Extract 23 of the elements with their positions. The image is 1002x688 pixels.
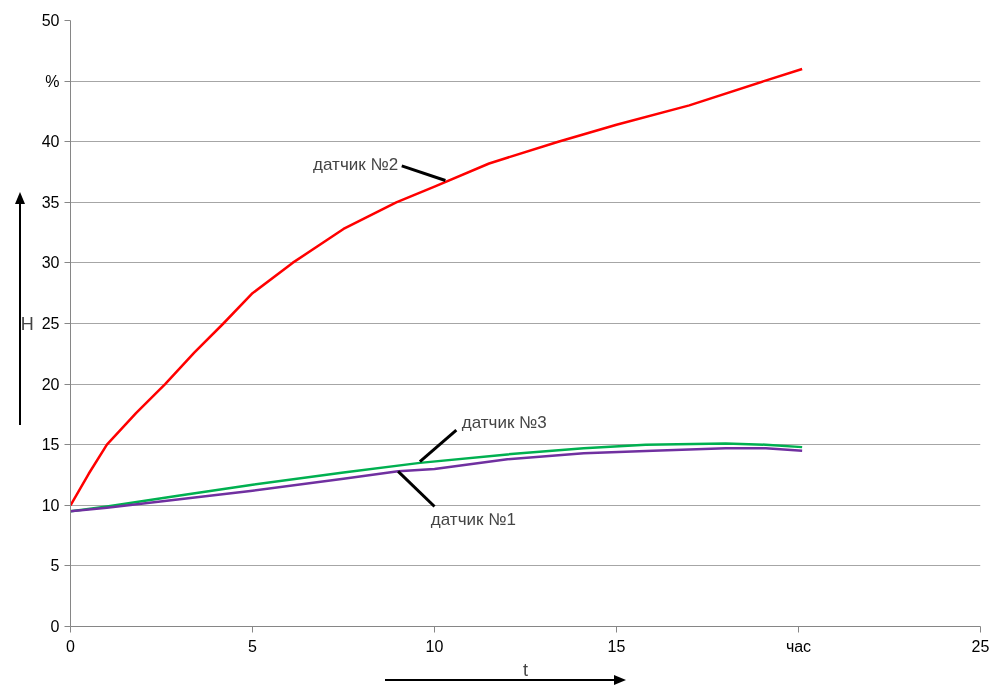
x-tick-label: 5 (248, 637, 258, 655)
y-tick-label: 20 (41, 375, 60, 393)
x-tick-label: час (785, 637, 812, 655)
y-tick-label: 50 (41, 12, 60, 29)
y-tick-label: 35 (41, 193, 60, 211)
annotation: датчик №3 (461, 413, 547, 433)
y-tick-label: 5 (50, 557, 60, 575)
line-series (70, 67, 804, 507)
x-tick-label: 10 (425, 637, 444, 655)
y-tick-label: % (45, 72, 60, 90)
y-tick-label: 10 (41, 496, 60, 514)
x-tick-label: 25 (971, 637, 990, 655)
annotation: датчик №1 (430, 510, 516, 530)
y-tick-label: 30 (41, 254, 60, 272)
y-axis-title: H (20, 313, 34, 334)
y-tick-label: 0 (50, 618, 60, 635)
y-tick-label: 40 (41, 133, 60, 151)
x-tick-label: 0 (66, 637, 76, 655)
x-axis-title: t (523, 659, 529, 680)
x-tick-label: 15 (607, 637, 626, 655)
annotation: датчик №2 (313, 155, 399, 175)
y-tick-label: 25 (41, 315, 60, 332)
y-tick-label: 15 (41, 436, 60, 454)
